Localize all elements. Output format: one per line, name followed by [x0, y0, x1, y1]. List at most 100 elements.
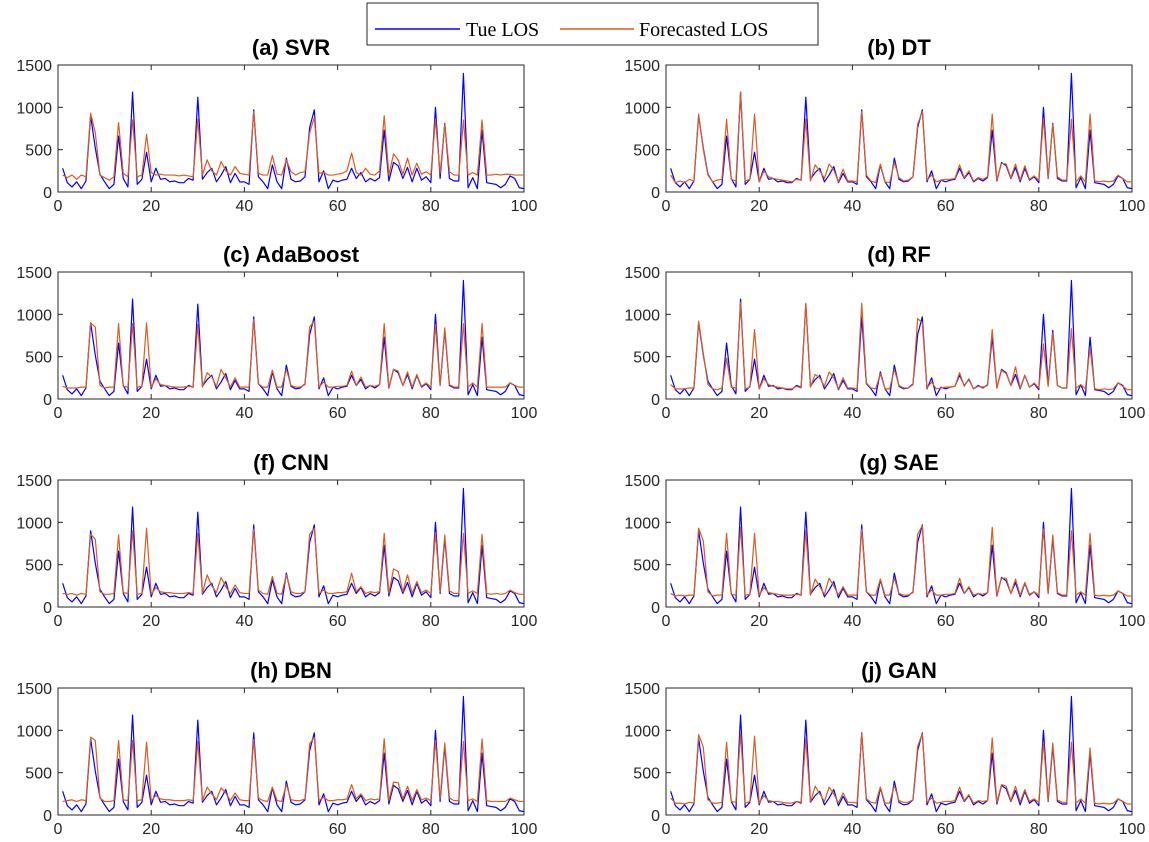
x-tick-label: 0: [662, 613, 671, 630]
subplot-panel: (d) RF 0 500 1000 1500 0 20 40 60 80 100: [624, 242, 1145, 422]
subplot-title: (d) RF: [867, 242, 931, 267]
x-tick-label: 0: [662, 405, 671, 422]
x-tick-label: 60: [937, 405, 955, 422]
x-tick-label: 0: [54, 198, 63, 215]
x-tick-label: 40: [236, 821, 254, 838]
subplot-title: (b) DT: [867, 35, 931, 60]
subplot-panel: (c) AdaBoost 0 500 1000 1500 0 20 40 60 80 100: [16, 242, 537, 422]
x-tick-label: 60: [937, 821, 955, 838]
axes-box: [57, 64, 525, 193]
y-tick-label: 1500: [16, 265, 52, 282]
y-tick-label: 500: [25, 143, 52, 160]
y-tick-label: 0: [43, 392, 52, 409]
x-tick-label: 80: [422, 405, 440, 422]
x-tick-label: 80: [1030, 198, 1048, 215]
series-forecast-los-line: [670, 91, 1132, 184]
x-tick-label: 60: [937, 198, 955, 215]
x-tick-label: 0: [54, 821, 63, 838]
x-tick-label: 0: [662, 821, 671, 838]
series-true-los-line: [670, 279, 1133, 397]
series-true-los-line: [670, 72, 1133, 190]
x-tick-label: 80: [422, 821, 440, 838]
x-tick-label: 60: [329, 405, 347, 422]
subplot-title: (f) CNN: [253, 450, 329, 475]
series-forecast-los-line: [670, 301, 1132, 391]
x-tick-label: 20: [142, 613, 160, 630]
y-tick-label: 1000: [624, 100, 660, 117]
axes-box: [57, 479, 525, 608]
subplot-title: (h) DBN: [250, 658, 332, 683]
y-tick-label: 1000: [16, 723, 52, 740]
legend-label-forecast: Forecasted LOS: [639, 19, 768, 41]
x-tick-label: 40: [844, 821, 862, 838]
subplot-panel: (a) SVR 0 500 1000 1500 0 20 40 60 80 100: [16, 35, 537, 215]
x-tick-label: 100: [1119, 821, 1146, 838]
subplot-panel: (b) DT 0 500 1000 1500 0 20 40 60 80 100: [624, 35, 1145, 215]
x-tick-label: 60: [329, 613, 347, 630]
subplot-title: (c) AdaBoost: [223, 242, 360, 267]
series-forecast-los-line: [62, 318, 524, 389]
y-tick-label: 500: [633, 766, 660, 783]
legend-label-true: Tue LOS: [466, 19, 539, 41]
y-tick-label: 1500: [16, 473, 52, 490]
y-tick-label: 0: [651, 600, 660, 617]
series-forecast-los-line: [670, 525, 1132, 597]
axes-box: [57, 271, 525, 400]
y-tick-label: 0: [651, 808, 660, 825]
y-tick-label: 1500: [624, 265, 660, 282]
y-tick-label: 1000: [16, 515, 52, 532]
y-tick-label: 500: [633, 143, 660, 160]
legend: Tue LOS Forecasted LOS: [366, 2, 819, 46]
x-tick-label: 20: [750, 198, 768, 215]
y-tick-label: 1500: [16, 58, 52, 75]
y-tick-label: 500: [633, 350, 660, 367]
series-forecast-los-line: [62, 110, 524, 181]
y-tick-label: 0: [43, 185, 52, 202]
x-tick-label: 20: [142, 198, 160, 215]
subplot-panel: (g) SAE 0 500 1000 1500 0 20 40 60 80 100: [624, 450, 1145, 630]
x-tick-label: 40: [844, 405, 862, 422]
x-tick-label: 20: [142, 405, 160, 422]
x-tick-label: 100: [1119, 405, 1146, 422]
x-tick-label: 20: [750, 613, 768, 630]
y-tick-label: 1500: [624, 681, 660, 698]
y-tick-label: 0: [43, 600, 52, 617]
y-tick-label: 1500: [624, 473, 660, 490]
y-tick-label: 0: [651, 185, 660, 202]
y-tick-label: 500: [25, 558, 52, 575]
y-tick-label: 0: [651, 392, 660, 409]
axes-box: [665, 64, 1133, 193]
y-tick-label: 1500: [624, 58, 660, 75]
series-forecast-los-line: [62, 527, 524, 596]
y-tick-label: 500: [25, 766, 52, 783]
subplot-title: (g) SAE: [859, 450, 938, 475]
x-tick-label: 80: [422, 198, 440, 215]
y-tick-label: 1000: [16, 100, 52, 117]
y-tick-label: 1500: [16, 681, 52, 698]
subplot-panel: (j) GAN 0 500 1000 1500 0 20 40 60 80 100: [624, 658, 1145, 838]
x-tick-label: 80: [1030, 405, 1048, 422]
x-tick-label: 20: [750, 821, 768, 838]
subplot-panel: (h) DBN 0 500 1000 1500 0 20 40 60 80 100: [16, 658, 537, 838]
x-tick-label: 100: [1119, 198, 1146, 215]
x-tick-label: 80: [422, 613, 440, 630]
y-tick-label: 1000: [624, 515, 660, 532]
subplot-panel: (f) CNN 0 500 1000 1500 0 20 40 60 80 100: [16, 450, 537, 630]
series-true-los-line: [670, 695, 1133, 813]
x-tick-label: 40: [844, 198, 862, 215]
x-tick-label: 40: [236, 405, 254, 422]
legend-box: [366, 2, 819, 46]
subplot-title: (a) SVR: [252, 35, 330, 60]
x-tick-label: 80: [1030, 821, 1048, 838]
x-tick-label: 100: [1119, 613, 1146, 630]
x-tick-label: 100: [511, 198, 538, 215]
y-tick-label: 0: [43, 808, 52, 825]
series-forecast-los-line: [670, 733, 1132, 805]
x-tick-label: 0: [662, 198, 671, 215]
x-tick-label: 100: [511, 405, 538, 422]
x-tick-label: 100: [511, 613, 538, 630]
y-tick-label: 1000: [624, 723, 660, 740]
y-tick-label: 500: [25, 350, 52, 367]
axes-box: [665, 687, 1133, 816]
